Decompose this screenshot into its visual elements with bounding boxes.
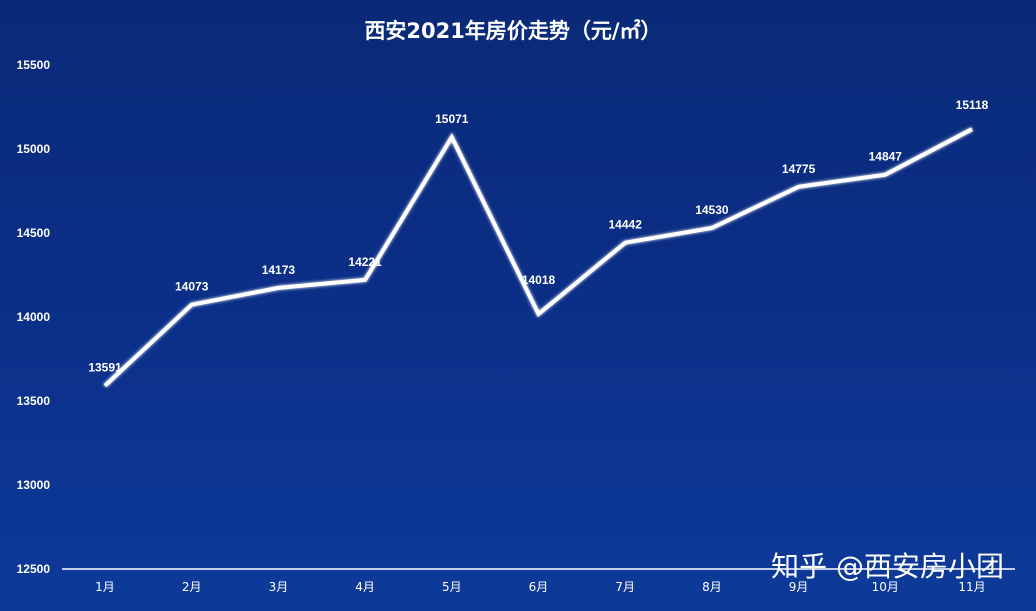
x-tick-label: 6月	[529, 580, 549, 594]
data-labels: 13591 14073 14173 14221 15071 14018 14442 14530…	[88, 98, 988, 375]
data-label: 14530	[695, 203, 729, 217]
x-tick-label: 11月	[958, 580, 985, 594]
data-label: 13591	[88, 361, 122, 375]
data-label: 14442	[609, 218, 643, 232]
x-tick-label: 7月	[615, 580, 635, 594]
data-label: 15071	[435, 112, 469, 126]
x-tick-label: 4月	[355, 580, 375, 594]
y-tick-label: 13500	[17, 394, 51, 408]
x-tick-label: 10月	[872, 580, 899, 594]
data-label: 14073	[175, 280, 209, 294]
y-tick-label: 12500	[17, 562, 51, 576]
data-label: 15118	[956, 98, 989, 112]
drop-lines	[104, 129, 973, 567]
y-axis: 12500 13000 13500 14000 14500 15000 15500	[17, 58, 51, 576]
y-tick-label: 14000	[17, 310, 51, 324]
y-tick-label: 13000	[17, 478, 51, 492]
chart-title: 西安2021年房价走势（元/㎡）	[364, 19, 661, 43]
x-tick-label: 8月	[702, 580, 722, 594]
x-axis: 1月 2月 3月 4月 5月 6月 7月 8月 9月 10月 11月	[95, 580, 985, 594]
series-line	[103, 127, 973, 388]
x-tick-label: 3月	[269, 580, 289, 594]
x-tick-label: 5月	[442, 580, 462, 594]
x-tick-label: 9月	[789, 580, 809, 594]
data-label: 14018	[522, 273, 556, 287]
data-label: 14173	[262, 263, 296, 277]
y-tick-label: 15500	[17, 58, 51, 72]
data-label: 14775	[782, 162, 816, 176]
data-label: 14847	[869, 150, 903, 164]
y-tick-label: 15000	[17, 142, 51, 156]
x-tick-label: 2月	[182, 580, 202, 594]
data-label: 14221	[348, 255, 382, 269]
watermark-credit: 知乎 @西安房小团	[771, 550, 1004, 583]
x-tick-label: 1月	[95, 580, 115, 594]
y-tick-label: 14500	[17, 226, 51, 240]
